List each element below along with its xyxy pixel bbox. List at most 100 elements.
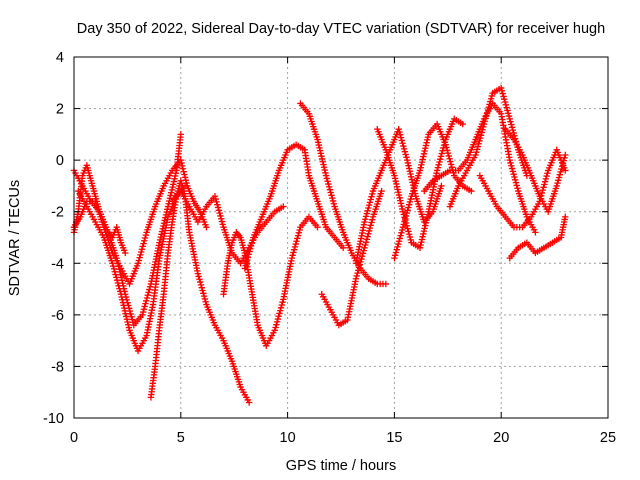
data-point: [140, 306, 148, 313]
data-point: [219, 221, 226, 228]
data-point: [141, 303, 148, 310]
data-point: [364, 233, 371, 240]
data-point: [480, 123, 487, 131]
y-tick-label: 4: [56, 50, 64, 66]
data-point: [405, 228, 412, 235]
data-point: [482, 115, 489, 122]
data-point: [403, 154, 410, 161]
data-point: [509, 126, 517, 134]
data-point: [544, 170, 551, 177]
data-point: [211, 193, 219, 200]
data-point: [446, 155, 453, 162]
data-point: [369, 216, 376, 223]
data-point: [391, 252, 399, 259]
x-tick-label: 25: [600, 430, 616, 446]
data-point: [241, 265, 249, 272]
data-point: [314, 223, 321, 231]
data-point: [361, 244, 368, 252]
data-point: [214, 204, 222, 211]
data-point: [199, 287, 206, 294]
series-sat-i: [318, 187, 385, 329]
data-point: [245, 399, 253, 406]
data-point: [242, 262, 249, 269]
data-point: [468, 187, 475, 195]
series-sat-q: [506, 213, 569, 262]
data-point: [248, 239, 256, 247]
data-point: [279, 298, 286, 306]
data-point: [398, 226, 406, 234]
data-point: [368, 219, 375, 226]
data-point: [177, 156, 184, 164]
data-point: [245, 251, 252, 258]
data-point: [111, 268, 118, 275]
series-sat-l: [391, 120, 475, 262]
data-point: [487, 95, 495, 102]
data-point: [504, 110, 512, 117]
data-point: [403, 222, 411, 229]
data-point: [397, 232, 404, 239]
data-point: [113, 276, 121, 284]
series-sat-j: [352, 126, 445, 267]
data-point: [112, 271, 119, 278]
data-point: [217, 212, 224, 220]
data-point: [438, 182, 445, 190]
data-point: [366, 224, 374, 232]
data-point: [399, 140, 406, 147]
data-point: [203, 223, 210, 231]
data-point: [273, 321, 280, 328]
data-point: [473, 148, 480, 156]
data-point: [289, 252, 296, 259]
data-points-layer: [70, 84, 569, 406]
data-point: [365, 230, 372, 237]
data-point: [244, 253, 252, 261]
data-point: [472, 151, 479, 159]
data-point: [391, 254, 398, 262]
data-point: [399, 208, 407, 215]
data-point: [562, 213, 569, 221]
data-point: [137, 248, 145, 256]
data-point: [405, 204, 412, 211]
data-point: [514, 185, 521, 192]
data-point: [218, 218, 226, 225]
data-point: [369, 190, 376, 198]
data-point: [405, 201, 413, 208]
y-tick-label: -6: [51, 308, 64, 324]
data-point: [395, 238, 403, 245]
data-point: [434, 164, 442, 171]
data-point: [180, 168, 187, 175]
data-point: [142, 231, 150, 239]
x-tick-label: 15: [386, 430, 402, 446]
data-point: [403, 209, 411, 217]
data-point: [396, 235, 404, 242]
data-point: [504, 107, 511, 114]
data-point: [486, 101, 493, 108]
data-point: [445, 152, 452, 160]
data-point: [401, 218, 408, 225]
data-point: [197, 281, 205, 289]
data-point: [401, 148, 409, 155]
data-point: [402, 215, 409, 222]
data-point: [477, 132, 485, 139]
data-point: [558, 165, 565, 173]
data-point: [178, 159, 185, 167]
data-point: [503, 104, 510, 111]
data-point: [397, 131, 404, 139]
data-point: [365, 204, 372, 212]
data-point: [398, 229, 405, 237]
data-point: [329, 194, 336, 202]
data-point: [406, 198, 414, 206]
data-point: [400, 145, 408, 153]
data-point: [501, 98, 509, 106]
data-point: [216, 209, 223, 217]
data-point: [561, 154, 568, 161]
data-point: [329, 197, 337, 205]
data-point: [179, 165, 187, 172]
data-point: [113, 274, 120, 281]
data-point: [244, 256, 251, 264]
data-point: [117, 288, 124, 295]
data-point: [116, 285, 123, 292]
data-point: [500, 93, 507, 100]
series-sat-g: [241, 141, 347, 272]
data-point: [392, 249, 400, 256]
